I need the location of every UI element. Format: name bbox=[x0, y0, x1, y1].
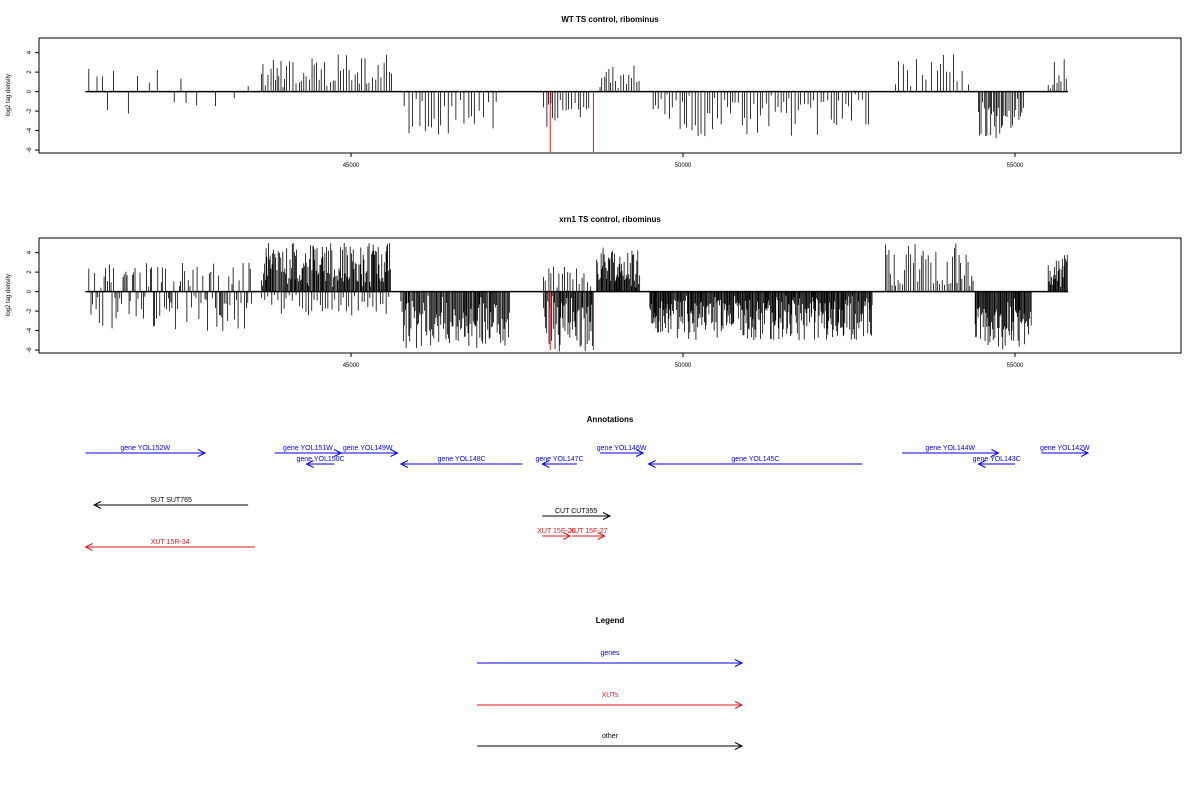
feature-arrow-head bbox=[991, 449, 1000, 457]
annotation-feature: gene YOL146W bbox=[597, 445, 647, 457]
legend-items: genes XUTs other bbox=[477, 650, 744, 750]
wt-highlight-bars bbox=[549, 91, 594, 153]
feature-arrow-head bbox=[1080, 449, 1090, 457]
feature-label: gene YOL144W bbox=[925, 445, 975, 452]
annotation-feature: gene YOL145C bbox=[647, 456, 863, 468]
feature-arrow-head bbox=[84, 543, 93, 551]
y-tick-label: -4 bbox=[27, 127, 33, 133]
xrn1-track-panel: xrn1 TS control, ribominus -6 -4 -2 0 2 4 450… bbox=[6, 215, 1182, 369]
x-tick-label: 45000 bbox=[343, 363, 360, 369]
feature-label: XUT 15R-34 bbox=[151, 539, 190, 546]
annotation-feature: XUT 15F-27 bbox=[569, 528, 608, 540]
feature-label: gene YOL149W bbox=[343, 445, 393, 452]
feature-label: gene YOL146W bbox=[597, 445, 647, 452]
annotation-feature: CUT CUT355 bbox=[542, 508, 612, 520]
y-tick-label: -6 bbox=[27, 147, 33, 153]
feature-arrow-head bbox=[647, 460, 656, 468]
x-tick-label: 50000 bbox=[675, 163, 692, 169]
feature-label: gene YOL142W bbox=[1040, 445, 1090, 452]
xrn1-highlight-bars bbox=[549, 291, 594, 351]
feature-label: gene YOL148C bbox=[438, 456, 486, 463]
wt-track-title: WT TS control, ribominus bbox=[561, 15, 659, 24]
feature-label: XUT 15F-26 bbox=[537, 528, 575, 535]
annotation-feature: gene YOL144W bbox=[902, 445, 1000, 457]
feature-label: gene YOL147C bbox=[535, 456, 583, 463]
feature-arrow-head bbox=[399, 460, 409, 468]
feature-arrow-head bbox=[602, 512, 612, 520]
x-tick-label: 55000 bbox=[1007, 163, 1024, 169]
x-tick-label: 45000 bbox=[343, 163, 360, 169]
y-tick-label: 0 bbox=[27, 289, 33, 293]
feature-label: XUT 15F-27 bbox=[569, 528, 607, 535]
annotation-feature: XUT 15F-26 bbox=[537, 528, 575, 540]
annotation-feature: gene YOL152W bbox=[85, 445, 207, 457]
legend-label: XUTs bbox=[602, 692, 619, 699]
y-tick-label: -6 bbox=[27, 347, 33, 353]
feature-arrow-head bbox=[92, 501, 102, 509]
feature-arrow-head bbox=[597, 532, 606, 540]
xrn1-y-axis: -6 -4 -2 0 2 4 bbox=[27, 250, 40, 353]
xrn1-x-axis: 45000 50000 55000 bbox=[343, 352, 1024, 369]
legend-label: other bbox=[602, 733, 619, 740]
wt-y-axis-label: log2 tag density bbox=[6, 74, 12, 116]
annotation-feature: gene YOL148C bbox=[399, 456, 523, 468]
annotation-feature: gene YOL143C bbox=[973, 456, 1021, 468]
legend-arrow-head bbox=[734, 701, 744, 709]
feature-arrow-head bbox=[977, 460, 986, 468]
annotation-feature: gene YOL147C bbox=[535, 456, 584, 468]
feature-arrow-head bbox=[635, 449, 645, 457]
legend-panel: Legend genes XUTs other bbox=[477, 616, 744, 750]
legend-label: genes bbox=[600, 650, 620, 657]
annotation-feature: gene YOL150C bbox=[296, 456, 345, 468]
feature-arrow-head bbox=[390, 449, 399, 457]
annotation-features: gene YOL152W gene YOL151W gene YOL150C gene… bbox=[84, 445, 1090, 551]
feature-label: gene YOL145C bbox=[731, 456, 779, 463]
feature-label: gene YOL151W bbox=[283, 445, 333, 452]
legend-item: other bbox=[477, 733, 744, 750]
annotation-feature: SUT SUT765 bbox=[92, 497, 249, 509]
wt-track-panel: WT TS control, ribominus -6 -4 -2 0 2 4 45000… bbox=[6, 15, 1182, 169]
wt-plot-frame bbox=[38, 37, 1182, 154]
x-tick-label: 50000 bbox=[675, 363, 692, 369]
y-tick-label: -4 bbox=[27, 327, 33, 333]
feature-label: gene YOL143C bbox=[973, 456, 1021, 463]
feature-arrow-head bbox=[541, 460, 550, 468]
annotations-panel: Annotations gene YOL152W gene YOL151Wgene… bbox=[84, 415, 1090, 551]
annotation-feature: gene YOL151W bbox=[274, 445, 343, 457]
feature-label: SUT SUT765 bbox=[150, 497, 192, 504]
annotations-title: Annotations bbox=[587, 415, 634, 424]
annotation-feature: XUT 15R-34 bbox=[84, 539, 255, 551]
annotation-feature: gene YOL142W bbox=[1040, 445, 1090, 457]
y-tick-label: -2 bbox=[27, 308, 33, 314]
y-tick-label: 0 bbox=[27, 89, 33, 93]
y-tick-label: 4 bbox=[27, 250, 33, 254]
feature-label: CUT CUT355 bbox=[555, 508, 597, 515]
feature-arrow-head bbox=[562, 532, 572, 540]
y-tick-label: -2 bbox=[27, 108, 33, 114]
legend-item: genes bbox=[477, 650, 744, 667]
wt-bars bbox=[85, 54, 1069, 138]
y-tick-label: 2 bbox=[27, 270, 33, 274]
annotation-feature: gene YOL149W bbox=[337, 445, 399, 457]
feature-label: gene YOL150C bbox=[296, 456, 344, 463]
xrn1-track-title: xrn1 TS control, ribominus bbox=[559, 215, 661, 224]
legend-arrow-head bbox=[734, 659, 744, 667]
y-tick-label: 2 bbox=[27, 70, 33, 74]
legend-title: Legend bbox=[596, 616, 625, 625]
y-tick-label: 4 bbox=[27, 50, 33, 54]
wt-y-axis: -6 -4 -2 0 2 4 bbox=[27, 50, 40, 153]
feature-arrow-head bbox=[197, 449, 207, 457]
xrn1-bars bbox=[85, 242, 1069, 352]
legend-item: XUTs bbox=[477, 692, 744, 709]
legend-arrow-head bbox=[734, 742, 744, 750]
xrn1-y-axis-label: log2 tag density bbox=[6, 274, 12, 316]
feature-arrow-head bbox=[305, 460, 314, 468]
wt-x-axis: 45000 50000 55000 bbox=[343, 152, 1024, 169]
x-tick-label: 55000 bbox=[1007, 363, 1024, 369]
feature-label: gene YOL152W bbox=[120, 445, 170, 452]
